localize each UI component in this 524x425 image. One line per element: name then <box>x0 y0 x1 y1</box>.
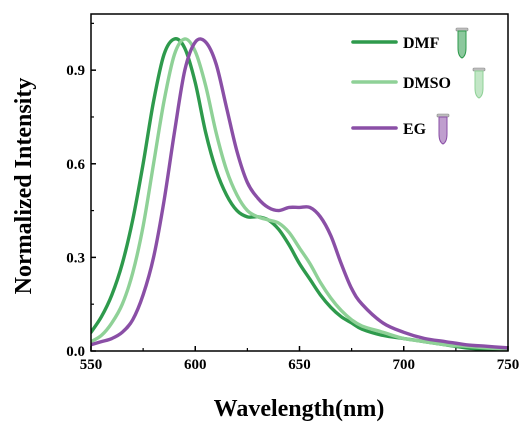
tube-icon <box>455 27 469 59</box>
x-tick-label: 550 <box>80 357 103 373</box>
y-tick-label: 0.9 <box>66 63 85 79</box>
tube-body <box>438 116 448 145</box>
plot-border <box>90 13 509 352</box>
legend-label-dmso: DMSO <box>403 75 451 92</box>
tube-body <box>474 70 484 99</box>
x-tick-label: 650 <box>288 357 311 373</box>
tube-body <box>457 30 467 59</box>
plot-frame <box>90 13 509 352</box>
y-axis-title: Normalized Intensity <box>11 78 37 295</box>
y-tick-label: 0.6 <box>66 157 85 173</box>
y-tick-label: 0.3 <box>66 250 85 266</box>
ticks-layer: 550 600 650 700 750 0.0 0.3 0.6 0.9 <box>66 22 520 373</box>
tube-icon <box>436 113 450 145</box>
x-tick-label: 750 <box>497 357 520 373</box>
series-line-dmso <box>91 37 508 351</box>
x-axis-title: Wavelength(nm) <box>214 396 385 422</box>
curves-layer <box>91 37 508 351</box>
x-tick-label: 600 <box>184 357 207 373</box>
series-line-eg <box>91 37 508 350</box>
x-tick-label: 700 <box>393 357 416 373</box>
legend-label-dmf: DMF <box>403 35 440 52</box>
tube-icon <box>472 67 486 99</box>
y-tick-label: 0.0 <box>66 344 85 360</box>
legend-label-eg: EG <box>403 121 427 138</box>
legend: DMF DMSO EG <box>351 27 486 145</box>
